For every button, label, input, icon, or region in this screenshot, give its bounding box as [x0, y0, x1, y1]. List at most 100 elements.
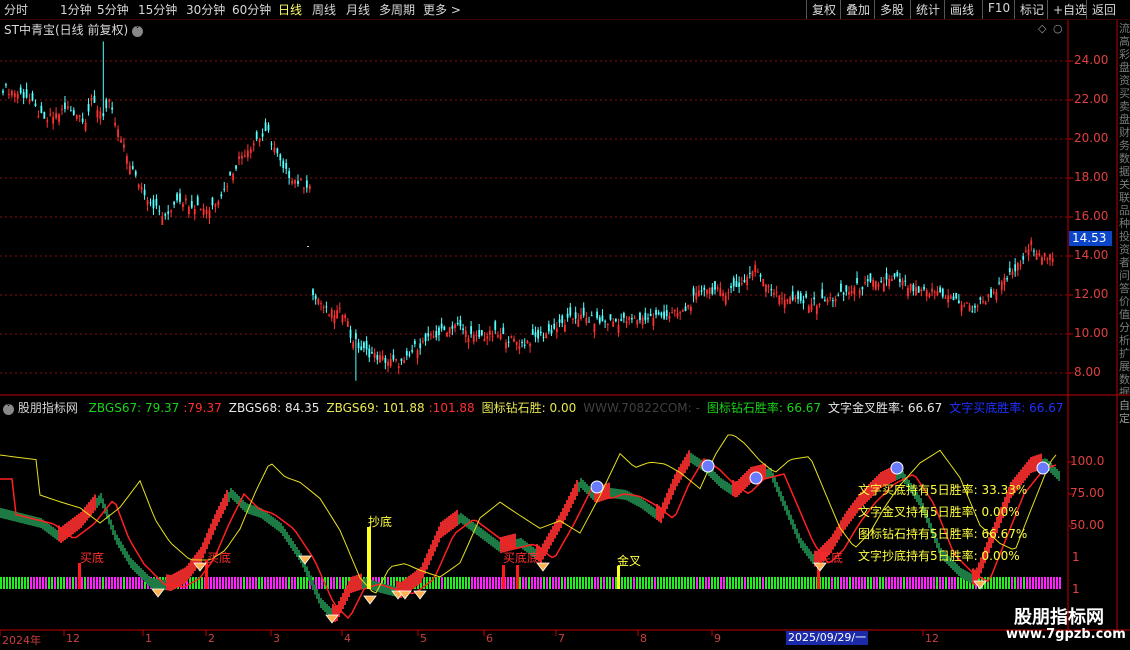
oscillator-ribbon	[938, 543, 940, 553]
toolbar-action-1[interactable]: 叠加	[840, 0, 874, 19]
oscillator-ribbon	[810, 551, 812, 562]
oscillator-ribbon	[232, 490, 234, 500]
candle-body	[992, 291, 995, 294]
candle-body	[689, 307, 692, 312]
candle-body	[912, 284, 915, 292]
oscillator-ribbon	[1012, 479, 1014, 496]
diamond-icon	[298, 555, 312, 565]
dropdown-icon[interactable]: ˅	[131, 26, 143, 37]
toolbar-action-4[interactable]: 画线	[944, 0, 982, 19]
signal-bar	[684, 577, 686, 589]
signal-bar	[1023, 577, 1025, 589]
oscillator-ribbon	[606, 483, 608, 500]
candle-body	[866, 279, 869, 282]
watermark-title: 股朋指标网	[1014, 607, 1104, 628]
oscillator-ribbon	[896, 470, 898, 480]
signal-bar	[231, 577, 233, 589]
signal-bar	[423, 577, 425, 589]
oscillator-ribbon	[388, 585, 390, 595]
signal-bar	[486, 577, 488, 589]
candle-body	[312, 289, 314, 296]
oscillator-ribbon	[134, 562, 136, 572]
signal-bar	[921, 577, 923, 589]
side-panel-strip-lower[interactable]: 自定	[1119, 399, 1130, 425]
candle-body	[655, 310, 657, 315]
oscillator-ribbon	[596, 486, 598, 503]
oscillator-ribbon	[450, 514, 452, 531]
toolbar-action-2[interactable]: 多股	[874, 0, 910, 19]
oscillator-ribbon	[988, 537, 990, 554]
candle-body	[971, 311, 974, 313]
period-tab-4[interactable]: 30分钟	[186, 3, 226, 17]
candle-body	[2, 90, 4, 93]
oscillator-ribbon	[172, 573, 174, 590]
signal-bar	[210, 577, 212, 589]
period-tab-3[interactable]: 15分钟	[138, 3, 178, 17]
diamond-icon[interactable]: ◇	[1038, 22, 1047, 35]
period-tab-10[interactable]: 更多 >	[423, 3, 461, 17]
signal-bar	[0, 577, 2, 589]
oscillator-ribbon	[4, 509, 6, 519]
signal-bar	[114, 577, 116, 589]
signal-bar	[906, 577, 908, 589]
close-icon[interactable]: ○	[1053, 22, 1063, 35]
oscillator-ribbon	[604, 484, 606, 500]
signal-bar	[621, 577, 623, 589]
candle-body	[708, 287, 711, 294]
signal-bar	[432, 577, 434, 589]
side-panel-strip[interactable]: 流高彩盘资买卖盘财务数据关联品种投资者问答价值分析扩展数据	[1119, 22, 1130, 394]
candle-body	[373, 352, 376, 358]
candle-body	[714, 281, 716, 290]
candle-body	[923, 286, 925, 290]
signal-bar	[756, 577, 758, 589]
toolbar-action-0[interactable]: 复权	[806, 0, 840, 19]
signal-bar	[714, 577, 716, 589]
oscillator-ribbon	[590, 488, 592, 498]
candle-body	[813, 297, 816, 300]
candle-body	[137, 184, 140, 188]
oscillator-ribbon	[486, 532, 488, 543]
period-tab-6[interactable]: 日线	[278, 3, 303, 17]
candle-body	[614, 318, 617, 322]
period-tab-1[interactable]: 1分钟	[60, 3, 92, 17]
period-tab-2[interactable]: 5分钟	[97, 3, 129, 17]
signal-bar	[624, 577, 626, 589]
toolbar-action-8[interactable]: 返回	[1086, 0, 1130, 19]
oscillator-ribbon	[152, 578, 154, 589]
oscillator-ribbon	[740, 477, 742, 493]
toolbar-action-7[interactable]: +自选	[1047, 0, 1087, 19]
oscillator-ribbon	[712, 470, 714, 480]
indicator-dropdown-icon[interactable]: ˅	[3, 404, 14, 415]
period-tab-5[interactable]: 60分钟	[232, 3, 272, 17]
candle-body	[604, 321, 607, 323]
toolbar-action-5[interactable]: F10	[982, 0, 1014, 19]
candle-body	[515, 342, 518, 345]
signal-bar	[333, 577, 335, 589]
period-tab-8[interactable]: 月线	[346, 3, 371, 17]
period-tab-0[interactable]: 分时	[4, 3, 29, 17]
oscillator-ribbon	[166, 574, 168, 591]
candle-body	[848, 292, 850, 295]
candle-body	[46, 120, 49, 123]
oscillator-ribbon	[554, 522, 556, 539]
toolbar-action-3[interactable]: 统计	[910, 0, 944, 19]
oscillator-ribbon	[1054, 467, 1056, 477]
candle-body	[424, 333, 427, 342]
signal-bar	[66, 577, 68, 589]
signal-bar	[669, 577, 671, 589]
signal-bar	[789, 577, 791, 589]
signal-bar	[201, 577, 203, 589]
signal-bar	[579, 577, 581, 589]
period-tab-9[interactable]: 多周期	[379, 3, 416, 17]
oscillator-ribbon	[472, 522, 474, 532]
period-tab-7[interactable]: 周线	[312, 3, 337, 17]
signal-bar	[708, 577, 710, 589]
toolbar-action-6[interactable]: 标记	[1014, 0, 1047, 19]
signal-bar	[108, 577, 110, 589]
cup-badge-icon	[701, 459, 715, 473]
oscillator-ribbon	[678, 467, 680, 483]
candle-body	[173, 201, 175, 205]
oscillator-ribbon	[732, 480, 734, 496]
oscillator-ribbon	[88, 502, 90, 518]
signal-bar	[930, 577, 932, 589]
